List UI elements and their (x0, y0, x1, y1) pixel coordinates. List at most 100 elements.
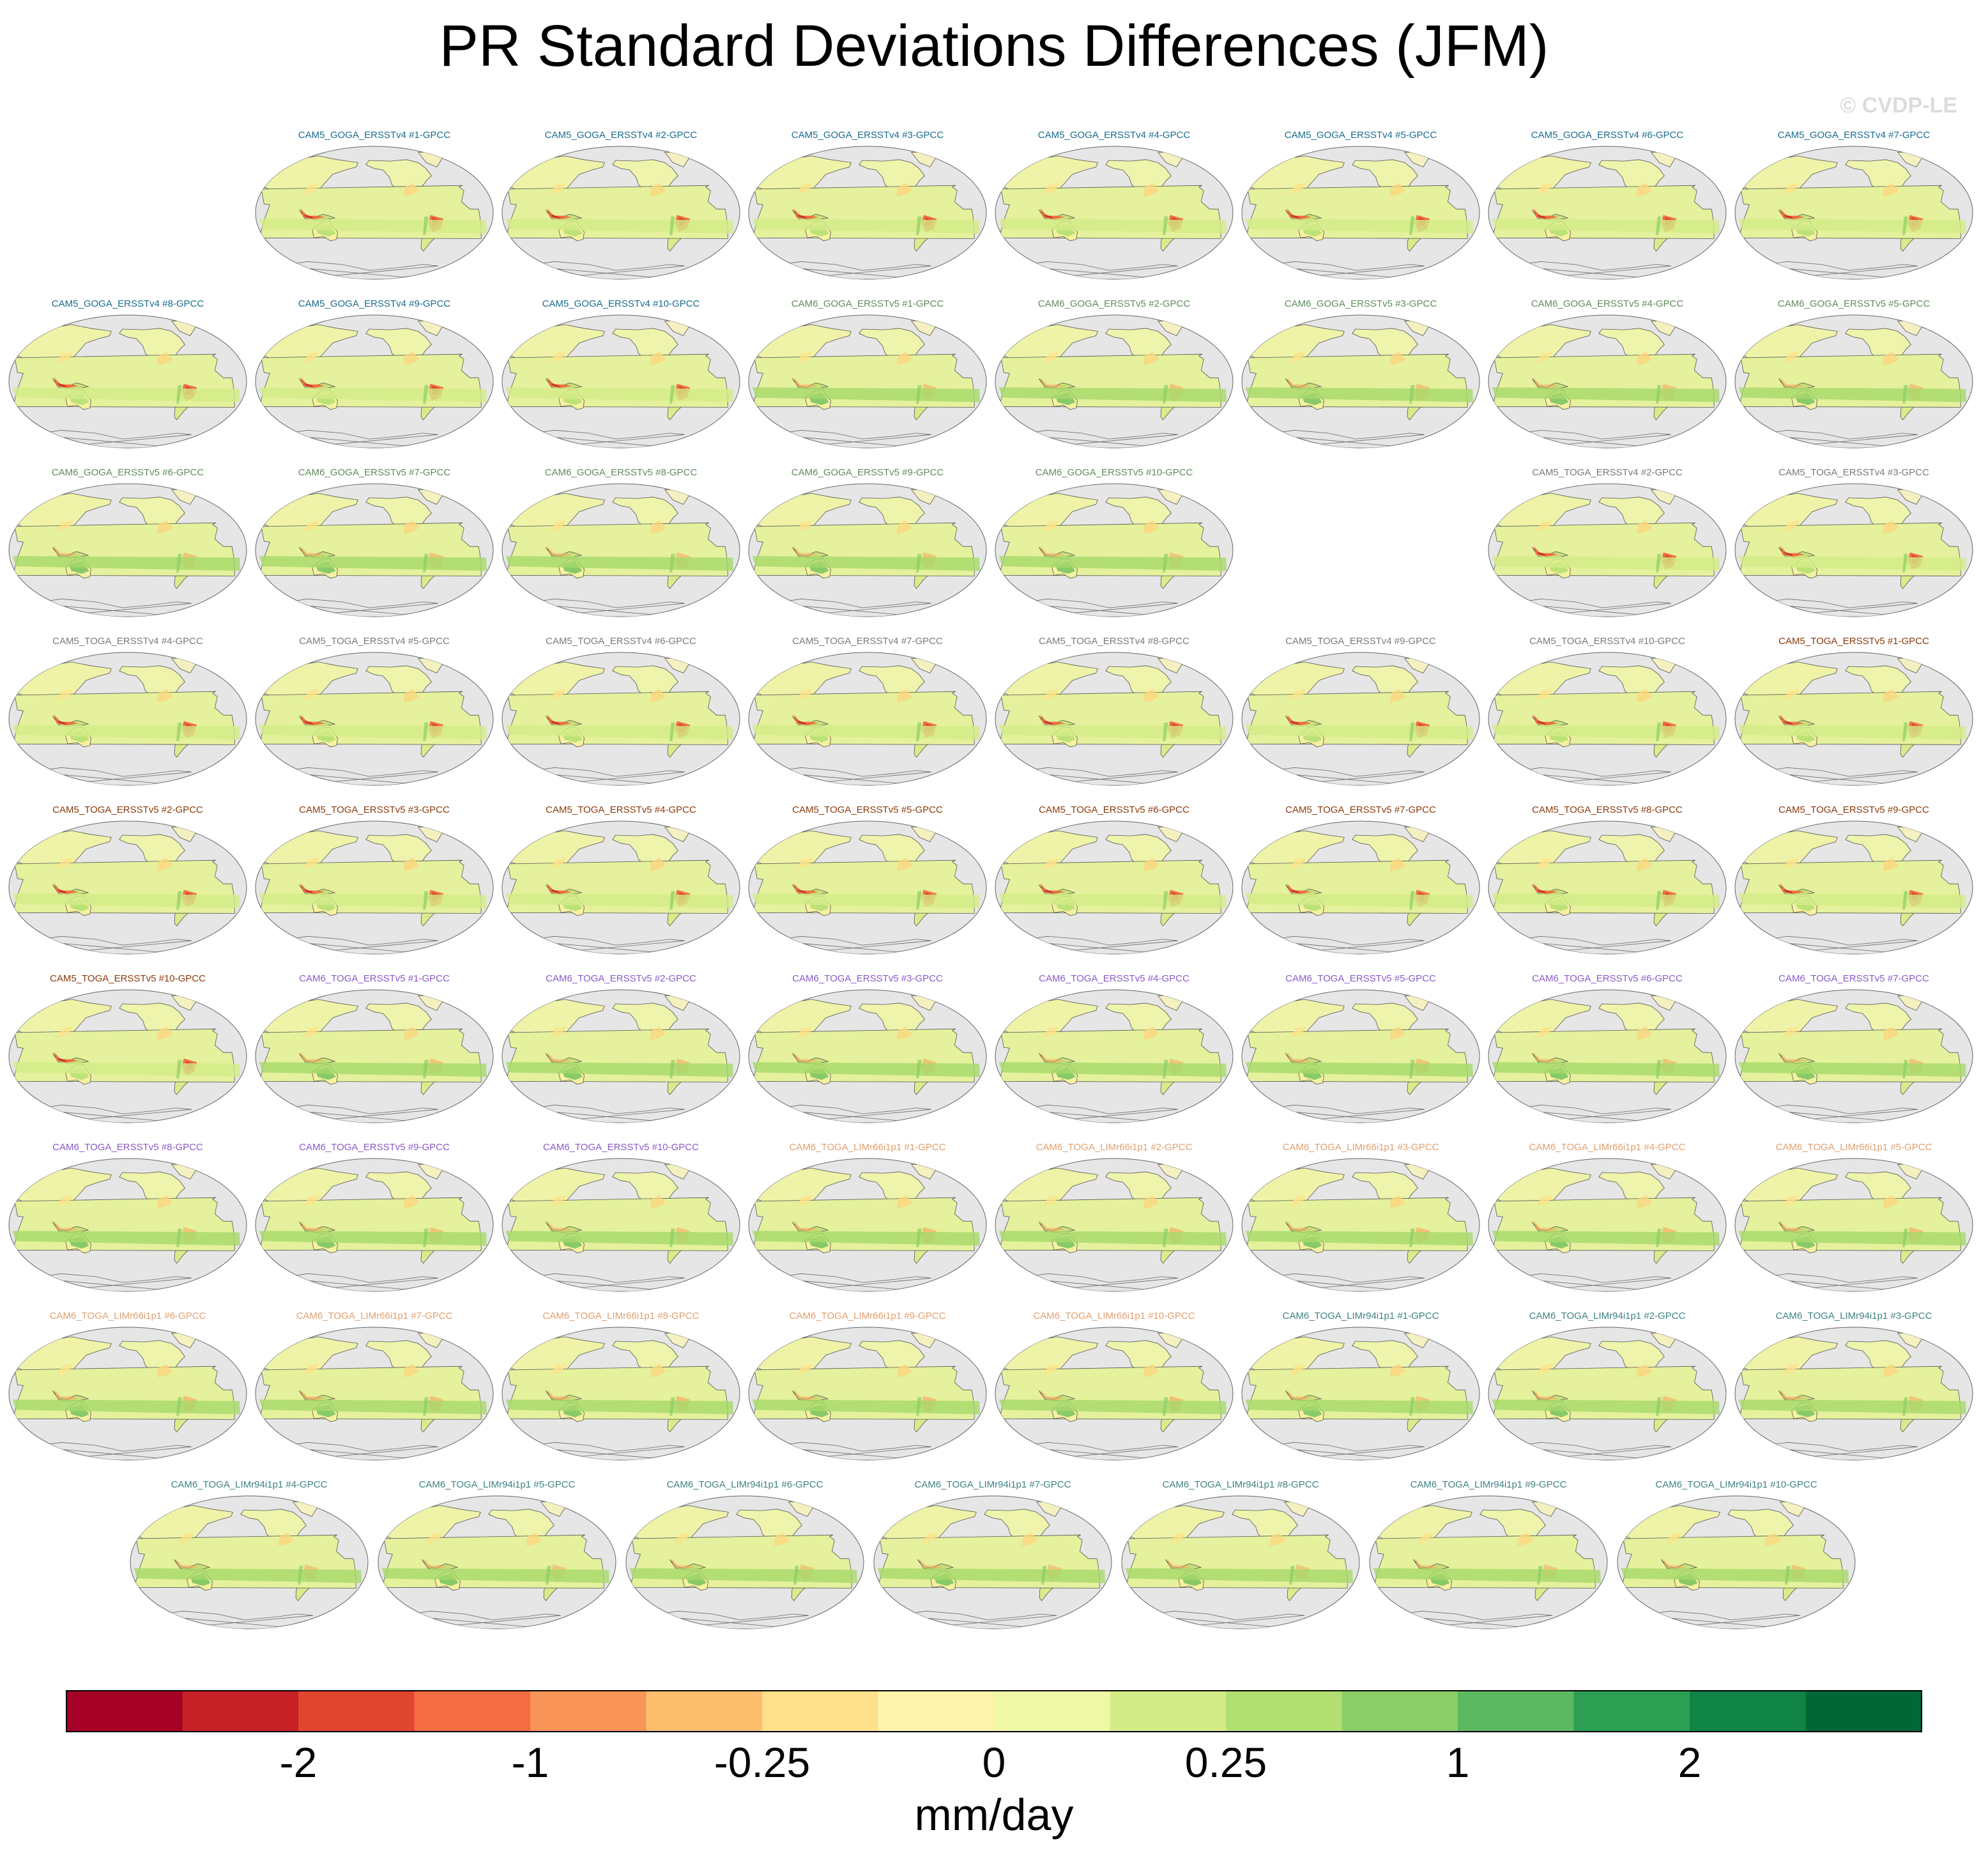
land-antarctica (1640, 1610, 1800, 1629)
asia-dry-band (549, 520, 567, 532)
coastal-dry-band (1636, 689, 1653, 703)
world-map (378, 1495, 616, 1629)
maritime-dry-core (1784, 551, 1794, 557)
panel-title: CAM6_TOGA_ERSSTv5 #3-GPCC (792, 973, 943, 984)
wet-anomaly-africa (1373, 1568, 1601, 1583)
maritime-dry-core (57, 889, 68, 894)
coastal-dry-band (157, 689, 173, 703)
wet-anomaly-andes (916, 722, 922, 741)
world-map (255, 1158, 494, 1292)
panel-title: CAM6_TOGA_LIMr94i1p1 #7-GPCC (914, 1479, 1071, 1490)
dry-anomaly-1 (1533, 377, 1558, 389)
map-panel: CAM6_TOGA_LIMr94i1p1 #9-GPCC (1367, 1479, 1610, 1632)
wet-anomaly-andes (1409, 1059, 1415, 1079)
coastal-dry-band (1636, 1026, 1653, 1040)
land-antarctica (32, 598, 192, 617)
world-map (8, 1327, 247, 1461)
asia-dry-band (56, 351, 73, 364)
asia-dry-band (1169, 1532, 1186, 1544)
maritime-dry-core (1784, 720, 1794, 725)
coastal-dry-band (157, 351, 173, 365)
asia-dry-band (1782, 351, 1800, 364)
land-antarctica (32, 429, 192, 448)
map-panel: CAM5_TOGA_ERSSTv4 #2-GPCC (1486, 466, 1729, 620)
wet-anomaly-africa (1738, 893, 1966, 909)
panel-title: CAM6_TOGA_LIMr94i1p1 #2-GPCC (1529, 1311, 1686, 1321)
asia-dry-band (1536, 1026, 1553, 1038)
asia-dry-band (796, 858, 813, 870)
panel-title: CAM5_GOGA_ERSSTv4 #1-GPCC (298, 130, 451, 141)
dry-anomaly-1 (1040, 377, 1065, 389)
dry-anomaly-1 (1414, 1558, 1439, 1569)
map-panel: CAM6_GOGA_ERSSTv5 #9-GPCC (746, 466, 989, 620)
map-panel: CAM6_GOGA_ERSSTv5 #6-GPCC (6, 466, 249, 620)
world-map (748, 989, 987, 1123)
panel-title: CAM6_GOGA_ERSSTv5 #10-GPCC (1035, 467, 1193, 478)
panel-title: CAM6_TOGA_LIMr66i1p1 #4-GPCC (1529, 1142, 1686, 1153)
panel-title: CAM6_TOGA_ERSSTv5 #5-GPCC (1285, 973, 1436, 984)
panel-title: CAM6_GOGA_ERSSTv5 #4-GPCC (1531, 298, 1684, 309)
world-map (1734, 652, 1973, 786)
world-map (873, 1495, 1112, 1629)
asia-dry-band (1536, 1364, 1553, 1376)
wet-anomaly-andes (1656, 553, 1662, 573)
panel-title: CAM5_TOGA_ERSSTv4 #3-GPCC (1778, 467, 1929, 478)
land-antarctica (1511, 767, 1671, 785)
maritime-dry-core (304, 720, 314, 725)
map-panel: CAM5_GOGA_ERSSTv4 #3-GPCC (746, 129, 989, 282)
map-panel: CAM6_GOGA_ERSSTv5 #2-GPCC (993, 298, 1235, 451)
wet-anomaly-africa (505, 1399, 733, 1415)
coastal-dry-band (403, 1195, 420, 1209)
dry-anomaly-1 (547, 546, 572, 557)
map-panel: CAM6_TOGA_LIMr94i1p1 #7-GPCC (871, 1479, 1114, 1632)
dry-anomaly-1 (54, 1389, 79, 1401)
wet-anomaly-africa (998, 1062, 1227, 1077)
world-map (255, 483, 494, 617)
wet-anomaly-africa (1245, 1062, 1473, 1077)
colorbar-swatch (878, 1691, 995, 1732)
asia-dry-band (1289, 1364, 1306, 1376)
panel-title: CAM5_GOGA_ERSSTv4 #6-GPCC (1531, 130, 1684, 141)
world-map (501, 652, 740, 786)
world-map (748, 146, 987, 280)
maritime-dry-core (1537, 551, 1547, 557)
coastal-dry-band (896, 858, 913, 872)
panel-title: CAM6_GOGA_ERSSTv5 #3-GPCC (1284, 298, 1437, 309)
land-antarctica (525, 767, 685, 785)
land-antarctica (772, 1273, 931, 1291)
land-antarctica (1758, 261, 1918, 279)
wet-anomaly-andes (1656, 216, 1662, 235)
land-antarctica (1265, 429, 1425, 448)
wet-anomaly-andes (669, 1228, 675, 1247)
dry-anomaly-1 (1780, 377, 1805, 389)
asia-dry-band (56, 858, 73, 870)
dry-anomaly-1 (1533, 1220, 1558, 1232)
panel-title: CAM5_TOGA_ERSSTv4 #4-GPCC (52, 636, 203, 647)
wet-anomaly-africa (1245, 1231, 1473, 1246)
maritime-dry-core (797, 889, 807, 894)
coastal-dry-band (896, 689, 913, 703)
panel-title: CAM6_GOGA_ERSSTv5 #2-GPCC (1037, 298, 1191, 309)
wet-anomaly-andes (669, 385, 675, 404)
coastal-dry-band (1883, 689, 1899, 703)
wet-anomaly-andes (1785, 1566, 1791, 1585)
asia-dry-band (796, 689, 813, 701)
world-map (1488, 483, 1727, 617)
world-map (255, 146, 494, 280)
asia-dry-band (56, 1195, 73, 1207)
wet-anomaly-africa (12, 1231, 240, 1246)
panel-title: CAM5_TOGA_ERSSTv5 #7-GPCC (1285, 804, 1436, 815)
wet-anomaly-africa (259, 893, 487, 909)
asia-dry-band (1782, 520, 1800, 532)
wet-anomaly-andes (1902, 1228, 1908, 1247)
coastal-dry-band (1143, 1195, 1159, 1209)
wet-anomaly-andes (546, 1566, 551, 1585)
coastal-dry-band (896, 183, 913, 197)
maritime-dry-core (1044, 889, 1054, 894)
coastal-dry-band (403, 520, 420, 534)
coastal-dry-band (1389, 183, 1406, 197)
maritime-dry-core (1784, 889, 1794, 894)
map-panel: CAM5_TOGA_ERSSTv5 #8-GPCC (1486, 804, 1729, 957)
map-panel: CAM6_TOGA_LIMr94i1p1 #2-GPCC (1486, 1310, 1729, 1463)
asia-dry-band (1043, 1364, 1060, 1376)
